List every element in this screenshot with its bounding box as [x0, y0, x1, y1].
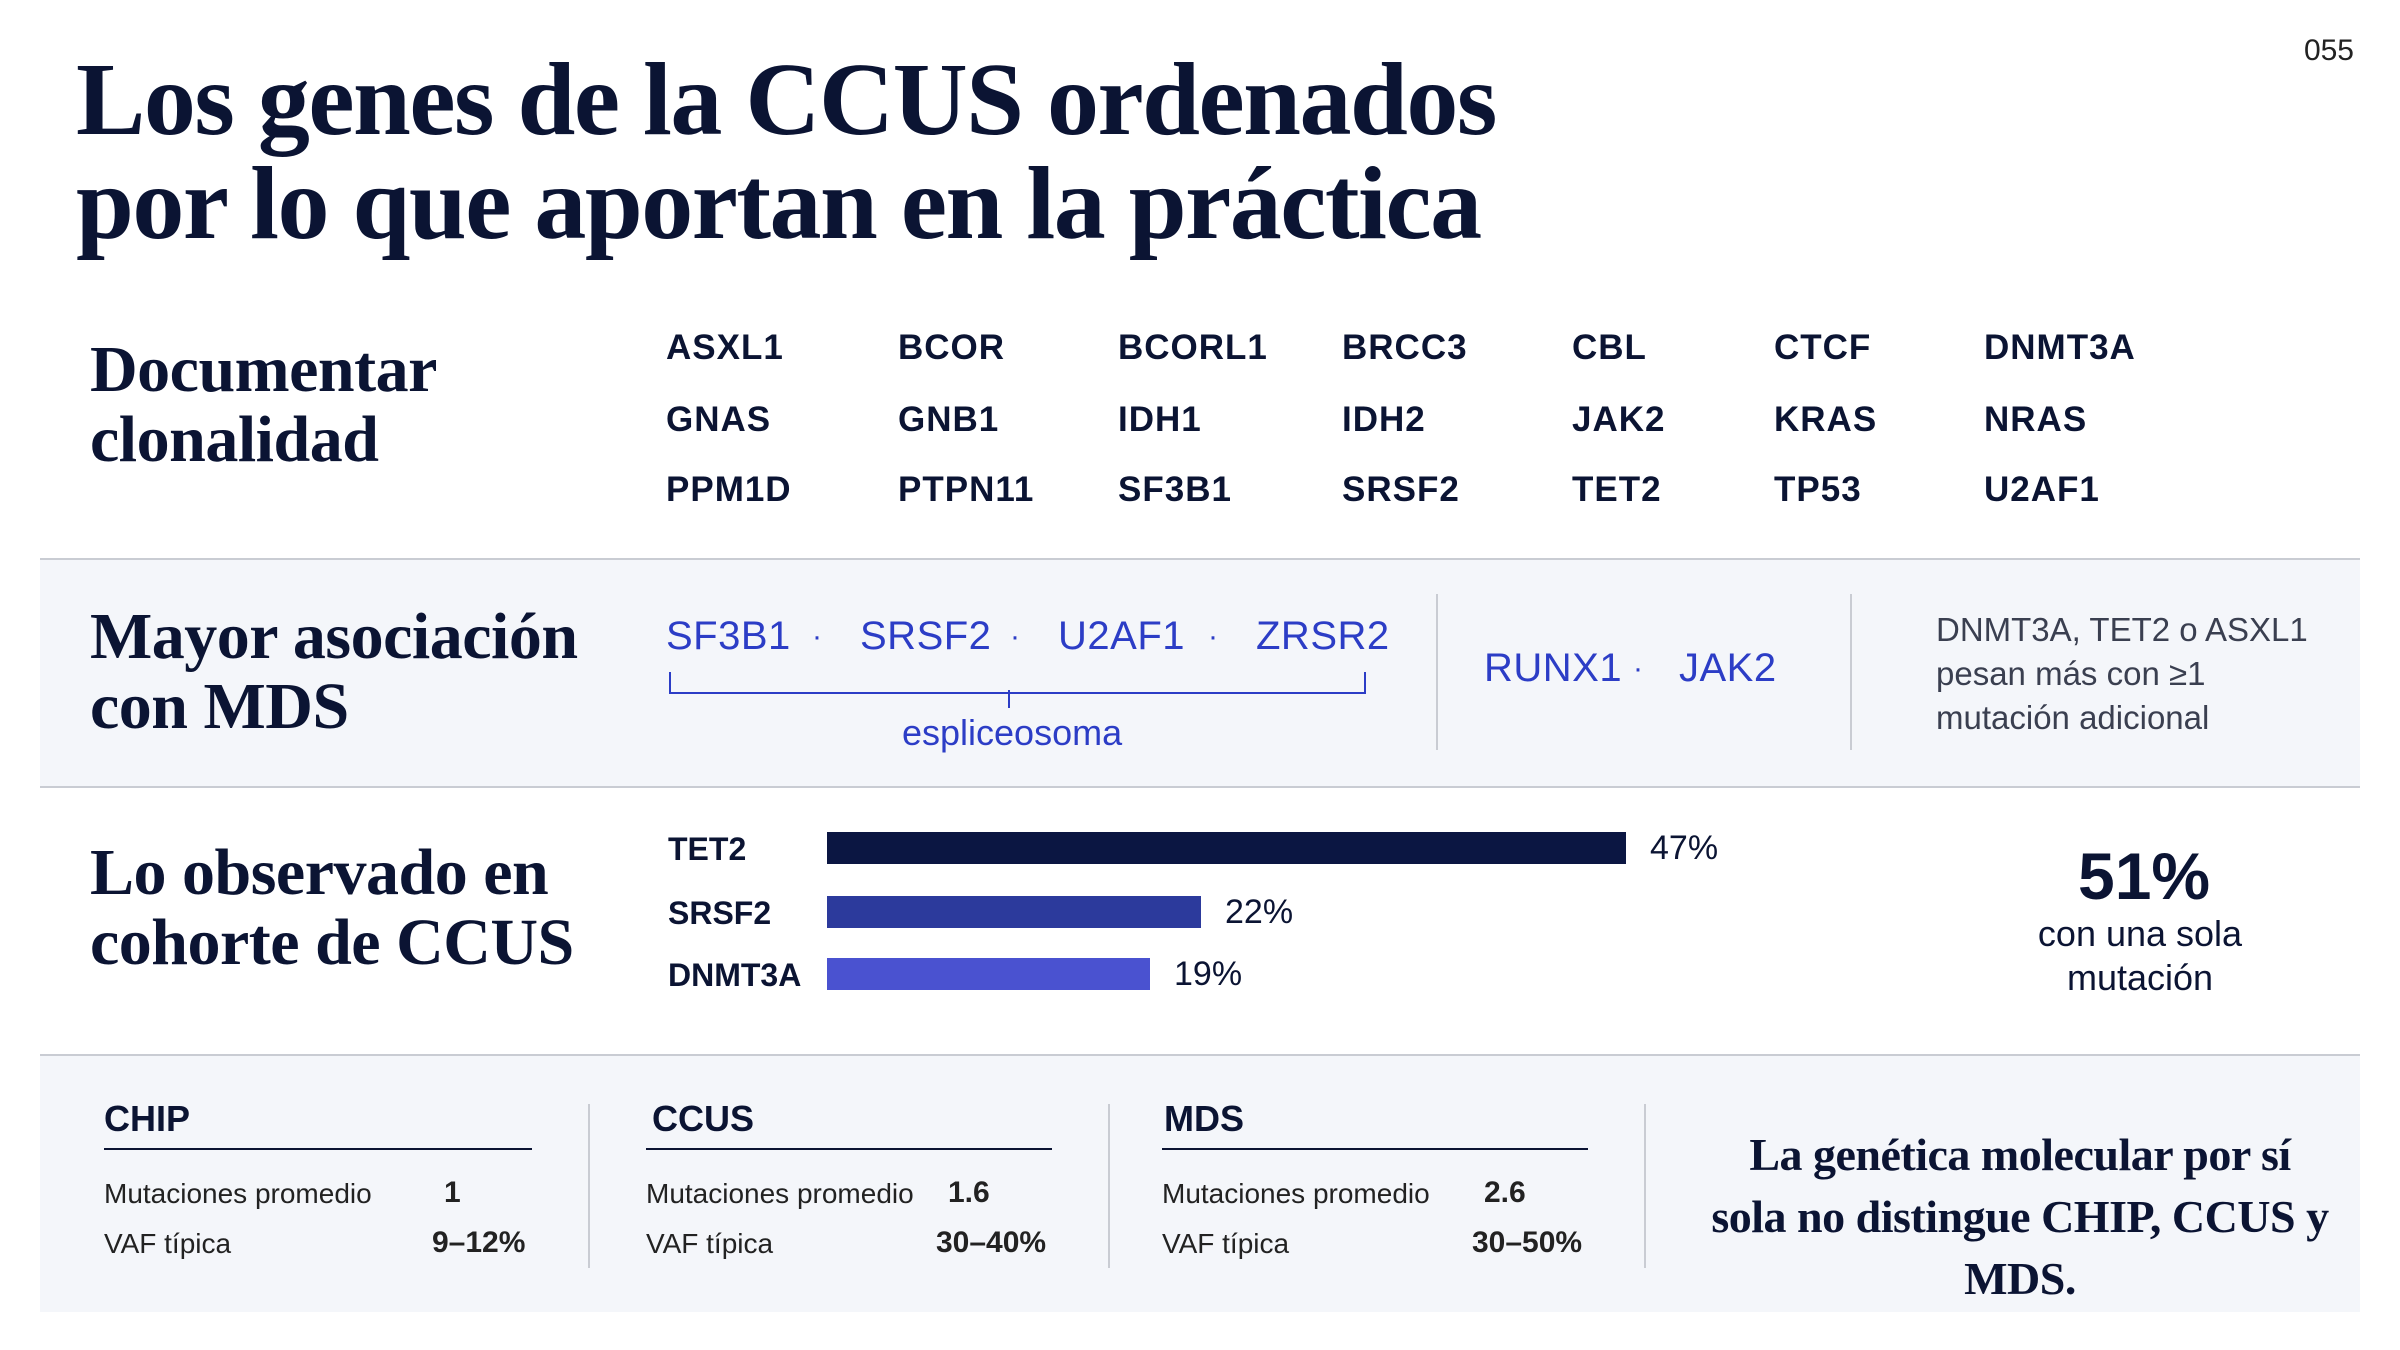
chip-mutations-label: Mutaciones promedio [104, 1178, 372, 1209]
clonality-heading: Documentar clonalidad [90, 335, 437, 475]
spliceosome-bracket-tick [1008, 690, 1010, 708]
mds-gene-runx1: RUNX1 [1484, 646, 1623, 690]
column-separator [1850, 594, 1852, 750]
category-title-mds: MDS [1164, 1098, 1244, 1139]
separator-dot: · [1633, 652, 1643, 685]
gene-sf3b1: SF3B1 [1118, 470, 1232, 509]
category-title-chip: CHIP [104, 1098, 191, 1139]
gene-bcorl1: BCORL1 [1118, 328, 1268, 367]
cohort-heading-line-1: Lo observado en [90, 836, 549, 909]
spliceosome-gene-zrsr2: ZRSR2 [1256, 614, 1390, 658]
divider [40, 786, 2360, 788]
bar-srsf2 [827, 896, 1201, 928]
separator-dot: · [812, 620, 822, 653]
gene-tet2: TET2 [1572, 470, 1662, 509]
mds-band [40, 560, 2360, 786]
spliceosome-gene-srsf2: SRSF2 [860, 614, 992, 658]
spliceosome-gene-sf3b1: SF3B1 [666, 614, 791, 658]
big-stat-caption-line-1: con una sola [2037, 913, 2243, 954]
category-rule [646, 1148, 1052, 1150]
category-title-ccus: CCUS [652, 1098, 755, 1139]
bar-label-dnmt3a: DNMT3A [668, 957, 802, 993]
mds-vaf-label: VAF típica [1162, 1228, 1290, 1259]
gene-idh2: IDH2 [1342, 400, 1426, 439]
cohort-heading-line-2: cohorte de CCUS [90, 906, 574, 979]
gene-ppm1d: PPM1D [666, 470, 792, 509]
gene-kras: KRAS [1774, 400, 1878, 439]
divider [40, 1054, 2360, 1056]
gene-ptpn11: PTPN11 [898, 470, 1035, 509]
big-stat-caption-line-2: mutación [2066, 957, 2214, 998]
spliceosome-label: espliceosoma [902, 712, 1123, 753]
category-rule [104, 1148, 532, 1150]
mds-note-line-1: DNMT3A, TET2 o ASXL1 [1936, 611, 2308, 648]
mds-vaf-value: 30–50% [1472, 1226, 1583, 1259]
big-stat: 51% [2078, 839, 2211, 913]
ccus-mutations-label: Mutaciones promedio [646, 1178, 914, 1209]
category-rule [1162, 1148, 1588, 1150]
slide-number: 055 [2303, 34, 2354, 67]
title-line-2: por lo que aportan en la práctica [76, 146, 1482, 261]
conclusion-line-2: sola no distingue CHIP, CCUS y MDS. [1711, 1191, 2329, 1304]
gene-srsf2: SRSF2 [1342, 470, 1460, 509]
gene-idh1: IDH1 [1118, 400, 1202, 439]
mds-note-line-3: mutación adicional [1936, 699, 2210, 736]
mds-heading: Mayor asociación con MDS [90, 602, 578, 742]
gene-jak2: JAK2 [1572, 400, 1666, 439]
clonality-heading-line-1: Documentar [90, 333, 437, 406]
gene-gnas: GNAS [666, 400, 772, 439]
page-title: Los genes de la CCUS ordenados por lo qu… [76, 42, 1497, 261]
gene-u2af1: U2AF1 [1984, 470, 2100, 509]
mds-heading-line-2: con MDS [90, 670, 349, 743]
gene-bcor: BCOR [898, 328, 1006, 367]
ccus-vaf-value: 30–40% [936, 1226, 1047, 1259]
title-line-1: Los genes de la CCUS ordenados [76, 42, 1497, 157]
separator-dot: · [1010, 620, 1020, 653]
ccus-vaf-label: VAF típica [646, 1228, 774, 1259]
gene-gnb1: GNB1 [898, 400, 1000, 439]
chip-vaf-label: VAF típica [104, 1228, 232, 1259]
separator-dot: · [1208, 620, 1218, 653]
conclusion-line-1: La genética molecular por sí [1749, 1129, 2291, 1180]
gene-asxl1: ASXL1 [666, 328, 784, 367]
bar-dnmt3a [827, 958, 1150, 990]
bar-value-dnmt3a: 19% [1174, 955, 1243, 993]
mds-mutations-value: 2.6 [1484, 1176, 1526, 1209]
gene-ctcf: CTCF [1774, 328, 1872, 367]
chip-vaf-value: 9–12% [432, 1226, 526, 1259]
column-separator [1436, 594, 1438, 750]
mds-mutations-label: Mutaciones promedio [1162, 1178, 1430, 1209]
ccus-mutations-value: 1.6 [948, 1176, 990, 1209]
mds-note: DNMT3A, TET2 o ASXL1 pesan más con ≥1 mu… [1936, 608, 2308, 740]
divider [40, 558, 2360, 560]
mds-gene-jak2: JAK2 [1679, 646, 1777, 690]
conclusion: La genética molecular por sí sola no dis… [1690, 1124, 2350, 1310]
bar-tet2 [827, 832, 1626, 864]
bar-value-srsf2: 22% [1225, 893, 1294, 931]
bar-value-tet2: 47% [1650, 829, 1719, 867]
column-separator [588, 1104, 590, 1268]
chip-mutations-value: 1 [444, 1176, 461, 1209]
bar-label-tet2: TET2 [668, 831, 747, 867]
cohort-heading: Lo observado en cohorte de CCUS [90, 838, 574, 978]
gene-brcc3: BRCC3 [1342, 328, 1468, 367]
comparison-band [40, 1056, 2360, 1312]
bar-label-srsf2: SRSF2 [668, 895, 772, 931]
gene-nras: NRAS [1984, 400, 2088, 439]
spliceosome-gene-u2af1: U2AF1 [1058, 614, 1185, 658]
mds-note-line-2: pesan más con ≥1 [1936, 655, 2206, 692]
column-separator [1644, 1104, 1646, 1268]
clonality-heading-line-2: clonalidad [90, 403, 379, 476]
mds-heading-line-1: Mayor asociación [90, 600, 578, 673]
gene-dnmt3a: DNMT3A [1984, 328, 2136, 367]
gene-tp53: TP53 [1774, 470, 1862, 509]
big-stat-caption: con una sola mutación [1980, 912, 2300, 1000]
gene-cbl: CBL [1572, 328, 1647, 367]
spliceosome-bracket [669, 672, 1366, 694]
column-separator [1108, 1104, 1110, 1268]
